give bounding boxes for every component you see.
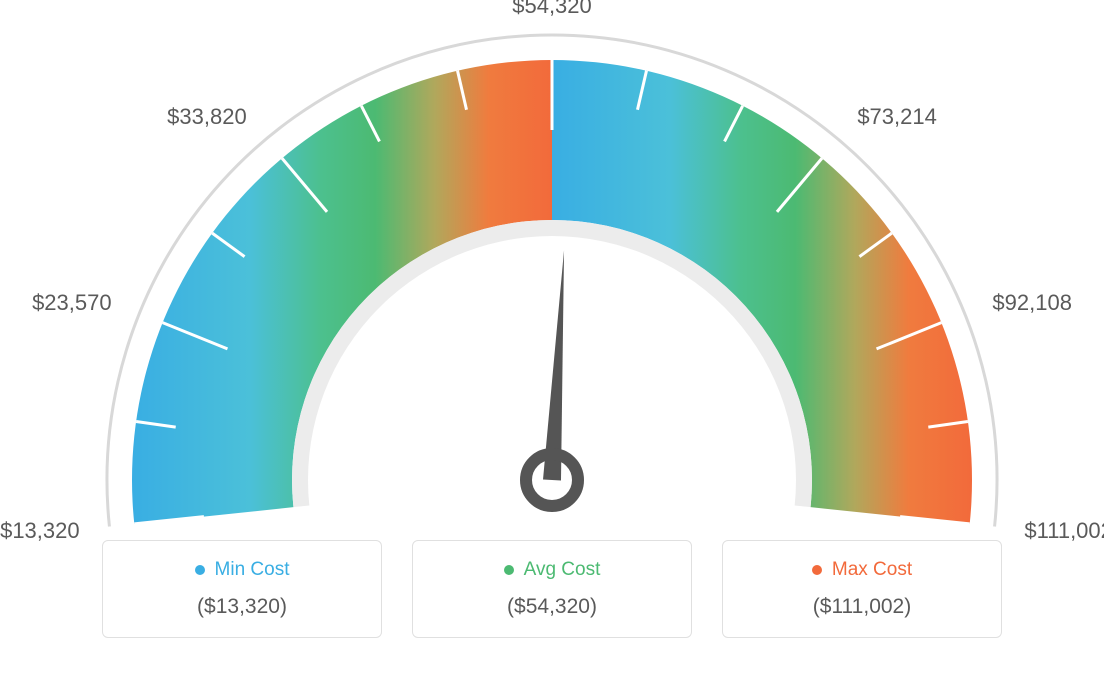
- gauge-svg: [0, 0, 1104, 530]
- gauge-scale-label: $23,570: [32, 290, 112, 316]
- legend-card-min: Min Cost ($13,320): [102, 540, 382, 638]
- legend-card-avg: Avg Cost ($54,320): [412, 540, 692, 638]
- legend-label-max: Max Cost: [763, 559, 961, 581]
- gauge-scale-label: $13,320: [0, 518, 80, 544]
- legend-label-text: Avg Cost: [524, 559, 601, 581]
- legend-card-max: Max Cost ($111,002): [722, 540, 1002, 638]
- legend-label-text: Min Cost: [215, 559, 290, 581]
- legend-value-avg: ($54,320): [453, 595, 651, 619]
- dot-icon: [504, 565, 514, 575]
- legend-value-max: ($111,002): [763, 595, 961, 619]
- gauge-scale-label: $92,108: [992, 290, 1072, 316]
- dot-icon: [195, 565, 205, 575]
- legend-label-min: Min Cost: [143, 559, 341, 581]
- dot-icon: [812, 565, 822, 575]
- gauge-scale-label: $73,214: [857, 104, 937, 130]
- legend-label-avg: Avg Cost: [453, 559, 651, 581]
- gauge-chart: $13,320$23,570$33,820$54,320$73,214$92,1…: [0, 0, 1104, 530]
- legend-row: Min Cost ($13,320) Avg Cost ($54,320) Ma…: [0, 540, 1104, 638]
- gauge-scale-label: $54,320: [512, 0, 592, 19]
- gauge-scale-label: $111,002: [1024, 518, 1104, 544]
- legend-label-text: Max Cost: [832, 559, 912, 581]
- legend-value-min: ($13,320): [143, 595, 341, 619]
- gauge-scale-label: $33,820: [167, 104, 247, 130]
